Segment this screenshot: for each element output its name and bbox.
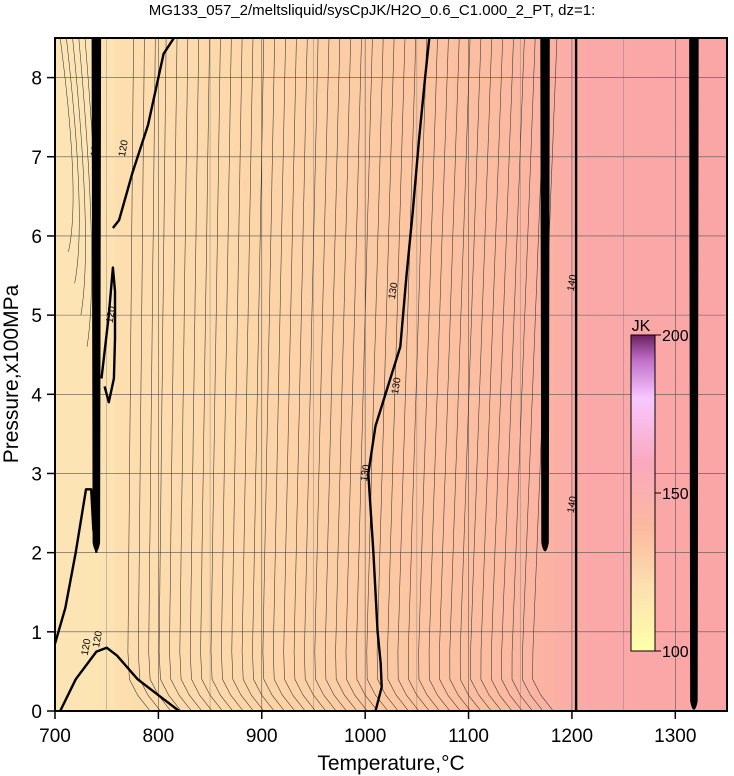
thin-contour (158, 38, 182, 711)
chart-title: MG133_057_2/meltsliquid/sysCpJK/H2O_0.6_… (149, 2, 596, 19)
x-axis-ticks: 700 800 900 1000 1100 1200 1300 (39, 711, 696, 747)
thin-contour (345, 38, 368, 711)
thin-contour (356, 38, 378, 711)
thin-contour (418, 38, 440, 711)
thin-contour (148, 38, 172, 711)
thin-contour (470, 38, 493, 711)
contour-label: 120 (105, 305, 119, 324)
thin-contour (138, 38, 161, 711)
colorbar-title: JK (632, 318, 651, 335)
thin-contour-left (78, 38, 92, 347)
plot-frame (54, 37, 728, 712)
thin-contour (273, 38, 296, 711)
x-tick-label: 1100 (448, 726, 489, 747)
thin-contour (449, 38, 471, 711)
thin-contour (252, 38, 275, 711)
thin-contour (397, 38, 420, 711)
colorbar-gradient (630, 334, 656, 652)
spike-740 (91, 38, 102, 552)
y-tick-label: 8 (31, 69, 42, 90)
thin-contour (408, 38, 430, 711)
thin-contour (169, 38, 192, 711)
bold-contour-left-loop-lower (100, 266, 117, 404)
x-tick-label: 800 (143, 726, 175, 747)
thin-contour-left (66, 38, 80, 284)
thin-contour (210, 38, 234, 711)
y-tick-label: 2 (31, 544, 42, 565)
x-axis-label: Temperature,°C (317, 752, 464, 775)
contour-label: 120 (80, 638, 94, 657)
spike-1174 (540, 38, 550, 552)
thin-contour (324, 38, 347, 711)
spike-contours (91, 38, 699, 710)
contour-label: 130 (359, 463, 373, 482)
colorbar-ticks: 100 150 200 (655, 328, 689, 661)
y-tick-label: 3 (31, 464, 42, 485)
y-tick-label: 7 (31, 148, 42, 169)
thin-contour (335, 38, 358, 711)
thin-contour (314, 38, 337, 711)
contour-label: 120 (91, 630, 105, 649)
x-tick-label: 1300 (654, 726, 696, 747)
thin-contour (293, 38, 316, 711)
thin-contour (241, 38, 265, 711)
y-tick-label: 6 (31, 227, 42, 248)
thin-contour-left (59, 38, 74, 252)
thin-contour (376, 38, 399, 711)
x-tick-label: 700 (39, 726, 71, 747)
thin-contour (480, 38, 503, 711)
thin-contour (262, 38, 285, 711)
bold-contour-left-loop-upper (111, 38, 175, 229)
colorbar-tick-label: 150 (662, 486, 689, 503)
bold-contour-left-base (59, 646, 180, 711)
thin-contour (127, 38, 151, 711)
thin-contour (459, 38, 482, 711)
colorbar-tick-label: 200 (662, 328, 689, 345)
bold-contour-c130 (367, 38, 431, 711)
y-tick-label: 1 (31, 623, 42, 644)
contour-label: 130 (387, 281, 401, 300)
thin-contour (304, 38, 327, 711)
thin-contour (501, 38, 525, 711)
x-tick-label: 900 (246, 726, 278, 747)
thin-contours (59, 38, 558, 711)
contour-label: 140 (566, 495, 580, 514)
thin-contour (491, 38, 514, 711)
y-tick-label: 0 (31, 702, 42, 723)
thin-contour (428, 38, 451, 711)
contour-label: 140 (566, 273, 580, 292)
left-region-tint (55, 38, 115, 711)
colorbar: JK 100 150 200 (630, 318, 689, 661)
thin-contour (189, 38, 213, 711)
x-tick-label: 1200 (551, 726, 593, 747)
thin-contour-left (72, 38, 86, 316)
x-tick-label: 1000 (344, 726, 386, 747)
thin-contour (387, 38, 409, 711)
thin-contour (366, 38, 389, 711)
spike-1318 (689, 38, 699, 710)
thin-contour (511, 38, 536, 711)
thin-contour (179, 38, 203, 711)
y-axis-label: Pressure,x100MPa (0, 284, 23, 463)
y-tick-label: 5 (31, 306, 42, 327)
thin-contour (231, 38, 254, 711)
y-axis-ticks: 0 1 2 3 4 5 6 7 8 (31, 69, 55, 723)
contour-label: 130 (390, 376, 404, 395)
contour-label: 120 (89, 139, 103, 158)
thin-contour (283, 38, 306, 711)
colorbar-tick-label: 100 (662, 644, 689, 661)
thin-contour (221, 38, 244, 711)
contour-label: 120 (117, 139, 131, 158)
thin-contour (200, 38, 223, 711)
bold-contours (55, 38, 578, 711)
thin-contour (439, 38, 461, 711)
y-tick-label: 4 (31, 385, 42, 406)
